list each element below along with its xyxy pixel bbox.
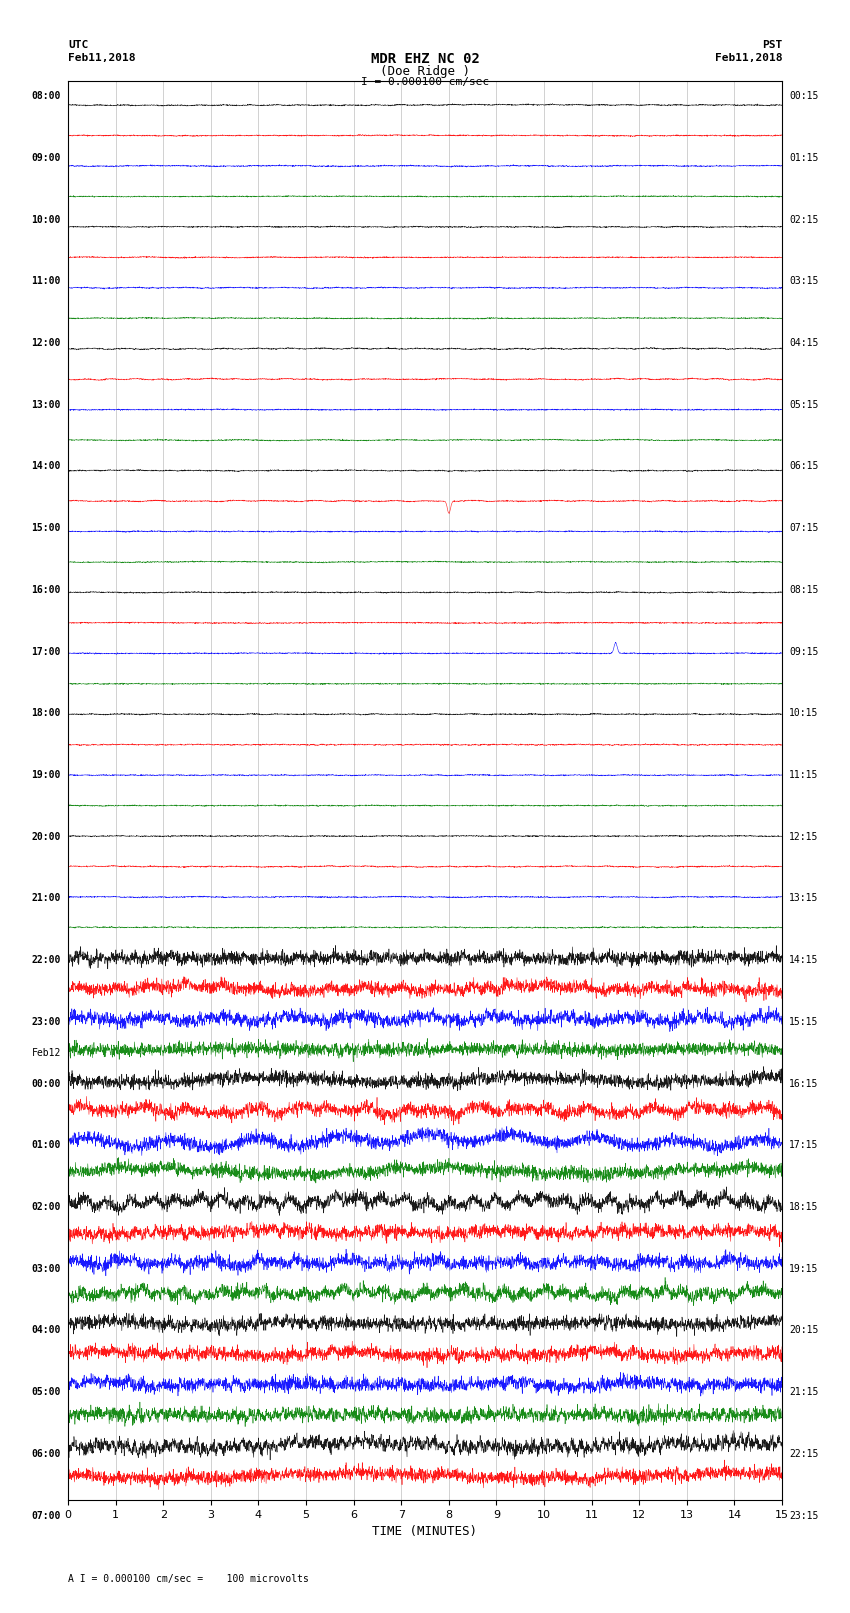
Text: MDR EHZ NC 02: MDR EHZ NC 02 xyxy=(371,52,479,66)
Text: Feb11,2018: Feb11,2018 xyxy=(715,53,782,63)
Text: 19:00: 19:00 xyxy=(31,769,61,781)
X-axis label: TIME (MINUTES): TIME (MINUTES) xyxy=(372,1526,478,1539)
Text: 04:00: 04:00 xyxy=(31,1326,61,1336)
Text: 01:15: 01:15 xyxy=(789,153,819,163)
Text: 14:15: 14:15 xyxy=(789,955,819,965)
Text: 13:15: 13:15 xyxy=(789,894,819,903)
Text: 06:00: 06:00 xyxy=(31,1448,61,1458)
Text: UTC: UTC xyxy=(68,40,88,50)
Text: 00:15: 00:15 xyxy=(789,90,819,102)
Text: 07:15: 07:15 xyxy=(789,523,819,532)
Text: 23:00: 23:00 xyxy=(31,1016,61,1027)
Text: 08:15: 08:15 xyxy=(789,586,819,595)
Text: 13:00: 13:00 xyxy=(31,400,61,410)
Text: 15:15: 15:15 xyxy=(789,1016,819,1027)
Text: Feb11,2018: Feb11,2018 xyxy=(68,53,135,63)
Text: 04:15: 04:15 xyxy=(789,339,819,348)
Text: 21:00: 21:00 xyxy=(31,894,61,903)
Text: 02:00: 02:00 xyxy=(31,1202,61,1211)
Text: 12:00: 12:00 xyxy=(31,339,61,348)
Text: 11:15: 11:15 xyxy=(789,769,819,781)
Text: (Doe Ridge ): (Doe Ridge ) xyxy=(380,65,470,77)
Text: Feb12: Feb12 xyxy=(31,1048,61,1058)
Text: 19:15: 19:15 xyxy=(789,1263,819,1274)
Text: 09:00: 09:00 xyxy=(31,153,61,163)
Text: 17:00: 17:00 xyxy=(31,647,61,656)
Text: 18:15: 18:15 xyxy=(789,1202,819,1211)
Text: 11:00: 11:00 xyxy=(31,276,61,286)
Text: 20:15: 20:15 xyxy=(789,1326,819,1336)
Text: I = 0.000100 cm/sec: I = 0.000100 cm/sec xyxy=(361,77,489,87)
Text: 05:15: 05:15 xyxy=(789,400,819,410)
Text: 03:00: 03:00 xyxy=(31,1263,61,1274)
Text: 14:00: 14:00 xyxy=(31,461,61,471)
Text: 16:15: 16:15 xyxy=(789,1079,819,1089)
Text: 02:15: 02:15 xyxy=(789,215,819,224)
Text: 08:00: 08:00 xyxy=(31,90,61,102)
Text: PST: PST xyxy=(762,40,782,50)
Text: 00:00: 00:00 xyxy=(31,1079,61,1089)
Text: A I = 0.000100 cm/sec =    100 microvolts: A I = 0.000100 cm/sec = 100 microvolts xyxy=(68,1574,309,1584)
Text: 22:15: 22:15 xyxy=(789,1448,819,1458)
Text: 03:15: 03:15 xyxy=(789,276,819,286)
Text: 10:00: 10:00 xyxy=(31,215,61,224)
Text: 22:00: 22:00 xyxy=(31,955,61,965)
Text: 15:00: 15:00 xyxy=(31,523,61,532)
Text: 18:00: 18:00 xyxy=(31,708,61,718)
Text: 12:15: 12:15 xyxy=(789,832,819,842)
Text: 16:00: 16:00 xyxy=(31,586,61,595)
Text: 06:15: 06:15 xyxy=(789,461,819,471)
Text: 17:15: 17:15 xyxy=(789,1140,819,1150)
Text: 10:15: 10:15 xyxy=(789,708,819,718)
Text: 23:15: 23:15 xyxy=(789,1510,819,1521)
Text: 01:00: 01:00 xyxy=(31,1140,61,1150)
Text: 09:15: 09:15 xyxy=(789,647,819,656)
Text: 20:00: 20:00 xyxy=(31,832,61,842)
Text: 05:00: 05:00 xyxy=(31,1387,61,1397)
Text: 21:15: 21:15 xyxy=(789,1387,819,1397)
Text: 07:00: 07:00 xyxy=(31,1510,61,1521)
